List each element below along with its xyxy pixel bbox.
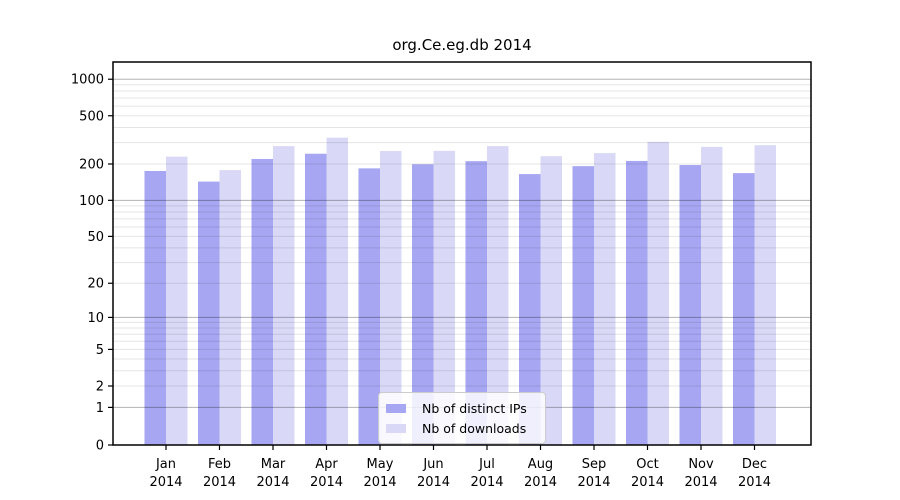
x-tick-label-month: Mar <box>261 457 286 472</box>
legend-label-distinct-ips: Nb of distinct IPs <box>422 400 527 416</box>
bar-oct-distinct-ips <box>626 160 648 445</box>
x-tick-label-year: 2014 <box>524 475 557 490</box>
y-tick-label: 2 <box>96 379 104 394</box>
y-tick-label: 5 <box>96 343 104 358</box>
y-tick-label: 100 <box>79 194 104 209</box>
y-tick-label: 200 <box>79 157 104 172</box>
bar-jan-distinct-ips <box>144 170 166 445</box>
y-tick-label: 50 <box>87 230 104 245</box>
bar-feb-downloads <box>219 170 241 446</box>
bar-jan-downloads <box>166 156 188 445</box>
y-tick-label: 20 <box>87 277 104 292</box>
x-tick-label-year: 2014 <box>417 475 450 490</box>
x-tick-label-month: Jul <box>478 457 495 472</box>
chart-title: org.Ce.eg.db 2014 <box>392 36 532 54</box>
x-tick-label-year: 2014 <box>149 475 182 490</box>
bar-mar-distinct-ips <box>251 158 273 446</box>
x-tick-label-month: May <box>367 457 394 472</box>
x-tick-label-year: 2014 <box>363 475 396 490</box>
bar-feb-distinct-ips <box>198 181 220 445</box>
x-tick-label-month: Jan <box>155 457 176 472</box>
x-tick-label-month: Jun <box>422 457 443 472</box>
x-tick-label-year: 2014 <box>203 475 236 490</box>
legend-swatch-downloads <box>386 423 406 433</box>
x-tick-label-year: 2014 <box>577 475 610 490</box>
x-tick-label-month: Feb <box>208 457 231 472</box>
legend-item-distinct-ips: Nb of distinct IPs <box>386 398 538 418</box>
x-tick-label-year: 2014 <box>256 475 289 490</box>
plot-frame <box>112 61 812 446</box>
bar-apr-distinct-ips <box>305 153 327 445</box>
bar-apr-downloads <box>326 137 348 446</box>
x-tick-label-month: Oct <box>636 457 658 472</box>
bar-may-downloads <box>380 151 402 445</box>
y-tick-label: 10 <box>87 311 104 326</box>
bar-aug-distinct-ips <box>519 174 541 446</box>
bar-nov-distinct-ips <box>679 165 701 445</box>
x-tick-label-month: Nov <box>688 457 714 472</box>
bar-jun-distinct-ips <box>412 164 434 445</box>
bar-jul-downloads <box>487 146 509 445</box>
bar-nov-downloads <box>701 146 723 445</box>
y-tick-label: 1 <box>96 401 104 416</box>
x-tick-label-month: Dec <box>742 457 767 472</box>
x-tick-label-year: 2014 <box>631 475 664 490</box>
bar-dec-distinct-ips <box>733 173 755 445</box>
legend-item-downloads: Nb of downloads <box>386 418 538 438</box>
bar-dec-downloads <box>754 145 776 446</box>
bar-mar-downloads <box>273 146 295 445</box>
x-tick-label-year: 2014 <box>738 475 771 490</box>
y-tick-label: 500 <box>79 109 104 124</box>
bar-sep-downloads <box>594 153 616 445</box>
bar-jun-downloads <box>433 150 455 445</box>
legend-swatch-distinct-ips <box>386 403 406 413</box>
legend-label-downloads: Nb of downloads <box>422 420 527 436</box>
bar-aug-downloads <box>540 156 562 445</box>
x-tick-label-year: 2014 <box>470 475 503 490</box>
bar-may-distinct-ips <box>358 168 380 445</box>
x-tick-label-month: Aug <box>528 457 553 472</box>
bar-jul-distinct-ips <box>465 161 487 445</box>
y-tick-label: 1000 <box>71 73 104 88</box>
x-tick-label-year: 2014 <box>310 475 343 490</box>
x-tick-label-month: Apr <box>315 457 338 472</box>
bar-sep-distinct-ips <box>572 166 594 446</box>
legend: Nb of distinct IPs Nb of downloads <box>378 392 546 444</box>
x-tick-label-month: Sep <box>582 457 607 472</box>
y-tick-label: 0 <box>96 439 104 454</box>
x-tick-label-year: 2014 <box>684 475 717 490</box>
bar-oct-downloads <box>647 141 669 445</box>
